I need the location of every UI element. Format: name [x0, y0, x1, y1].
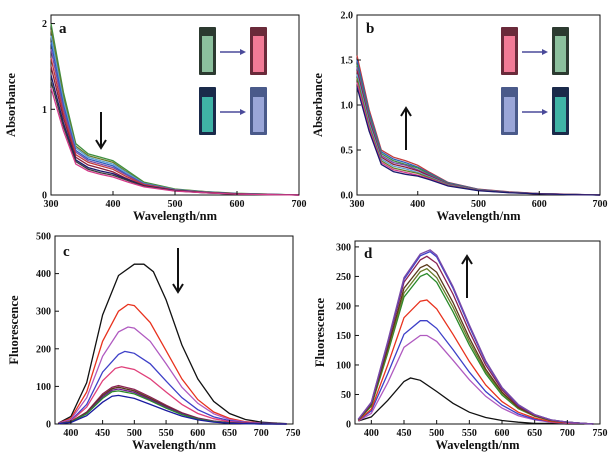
series-line-4	[357, 299, 594, 425]
x-tick-label: 400	[63, 428, 78, 439]
y-tick-label: 200	[36, 344, 51, 355]
y-tick-label: 250	[336, 272, 351, 283]
series-line-9	[58, 390, 287, 425]
x-tick-label: 700	[560, 428, 575, 439]
x-tick-label: 500	[429, 428, 444, 439]
vial-inset-b	[501, 27, 569, 135]
y-tick-label: 1	[42, 105, 47, 116]
x-tick-label: 750	[286, 428, 301, 439]
x-tick-label: 300	[44, 199, 59, 210]
arrow-up-icon	[400, 106, 412, 150]
x-tick-label: 500	[471, 199, 486, 210]
arrow-head	[400, 106, 412, 117]
arrow-head	[95, 139, 107, 150]
y-tick-label: 400	[36, 269, 51, 280]
x-tick-label: 500	[168, 199, 183, 210]
panel-letter: d	[364, 246, 373, 262]
x-tick-label: 650	[222, 428, 237, 439]
x-tick-label: 600	[190, 428, 205, 439]
x-tick-label: 450	[397, 428, 412, 439]
arrow-down-icon	[95, 112, 107, 150]
plot-frame	[354, 240, 601, 425]
y-tick-label: 0.5	[341, 146, 354, 157]
y-axis-label: Fluorescence	[7, 295, 21, 365]
arrow-head	[172, 283, 184, 294]
y-tick-label: 0.0	[341, 191, 354, 202]
y-axis-label: Fluorescence	[313, 297, 327, 367]
x-axis-label: Wavelength/nm	[435, 438, 520, 452]
x-tick-label: 400	[106, 199, 121, 210]
x-axis-label: Wavelength/nm	[133, 209, 218, 223]
y-tick-label: 1.0	[341, 101, 354, 112]
y-tick-label: 100	[336, 360, 351, 371]
x-tick-label: 400	[364, 428, 379, 439]
series-line-10	[357, 249, 594, 425]
x-tick-label: 550	[462, 428, 477, 439]
x-tick-label: 500	[127, 428, 142, 439]
panel-a: 300 400 500 600 700 0 1 2 Wavelength/nm Absorbanc…	[4, 14, 307, 223]
plot-frame	[54, 235, 294, 425]
x-tick-label: 550	[159, 428, 174, 439]
panel-b: 300 400 500 600 700 0.0 0.5 1.0 1.5 2.0 Wavelength…	[311, 11, 608, 224]
y-axis-label: Absorbance	[311, 73, 325, 137]
series-line-1	[358, 377, 594, 425]
panel-c: 400 450 500 550 600 650 700 750 0 100 200 300 400 500…	[7, 232, 301, 452]
x-tick-label: 600	[495, 428, 510, 439]
y-tick-label: 2	[42, 19, 47, 30]
y-tick-label: 1.5	[341, 56, 354, 67]
arrow-head	[461, 254, 473, 265]
y-tick-label: 0	[346, 420, 351, 431]
y-tick-label: 300	[36, 307, 51, 318]
x-axis-label: Wavelength/nm	[436, 209, 521, 223]
x-tick-label: 700	[593, 199, 608, 210]
x-axis-label: Wavelength/nm	[132, 438, 217, 452]
arrow-up-icon	[461, 254, 473, 298]
x-tick-label: 450	[95, 428, 110, 439]
y-tick-label: 200	[336, 301, 351, 312]
panel-letter: b	[366, 21, 374, 37]
panel-letter: a	[59, 21, 67, 37]
x-tick-label: 650	[527, 428, 542, 439]
x-tick-label: 700	[254, 428, 269, 439]
x-tick-label: 600	[230, 199, 245, 210]
panel-d: 400 450 500 550 600 650 700 750 0 50 100 150 200 250 3…	[313, 240, 608, 452]
y-tick-label: 100	[36, 382, 51, 393]
y-tick-label: 0	[46, 420, 51, 431]
x-tick-label: 750	[593, 428, 608, 439]
x-tick-label: 300	[350, 199, 365, 210]
x-tick-label: 600	[532, 199, 547, 210]
y-axis-label: Absorbance	[4, 73, 18, 137]
y-tick-label: 300	[336, 242, 351, 253]
y-tick-label: 150	[336, 331, 351, 342]
x-tick-label: 700	[292, 199, 307, 210]
arrow-down-icon	[172, 248, 184, 294]
x-tick-label: 400	[410, 199, 425, 210]
y-tick-label: 50	[341, 390, 351, 401]
y-tick-label: 500	[36, 232, 51, 243]
panel-letter: c	[63, 244, 70, 260]
series-line-1	[57, 263, 287, 425]
series-line-10	[58, 394, 287, 425]
y-tick-label: 0	[42, 191, 47, 202]
y-tick-label: 2.0	[341, 11, 354, 22]
series-line-3	[357, 320, 594, 425]
vial-inset-a	[199, 27, 267, 135]
